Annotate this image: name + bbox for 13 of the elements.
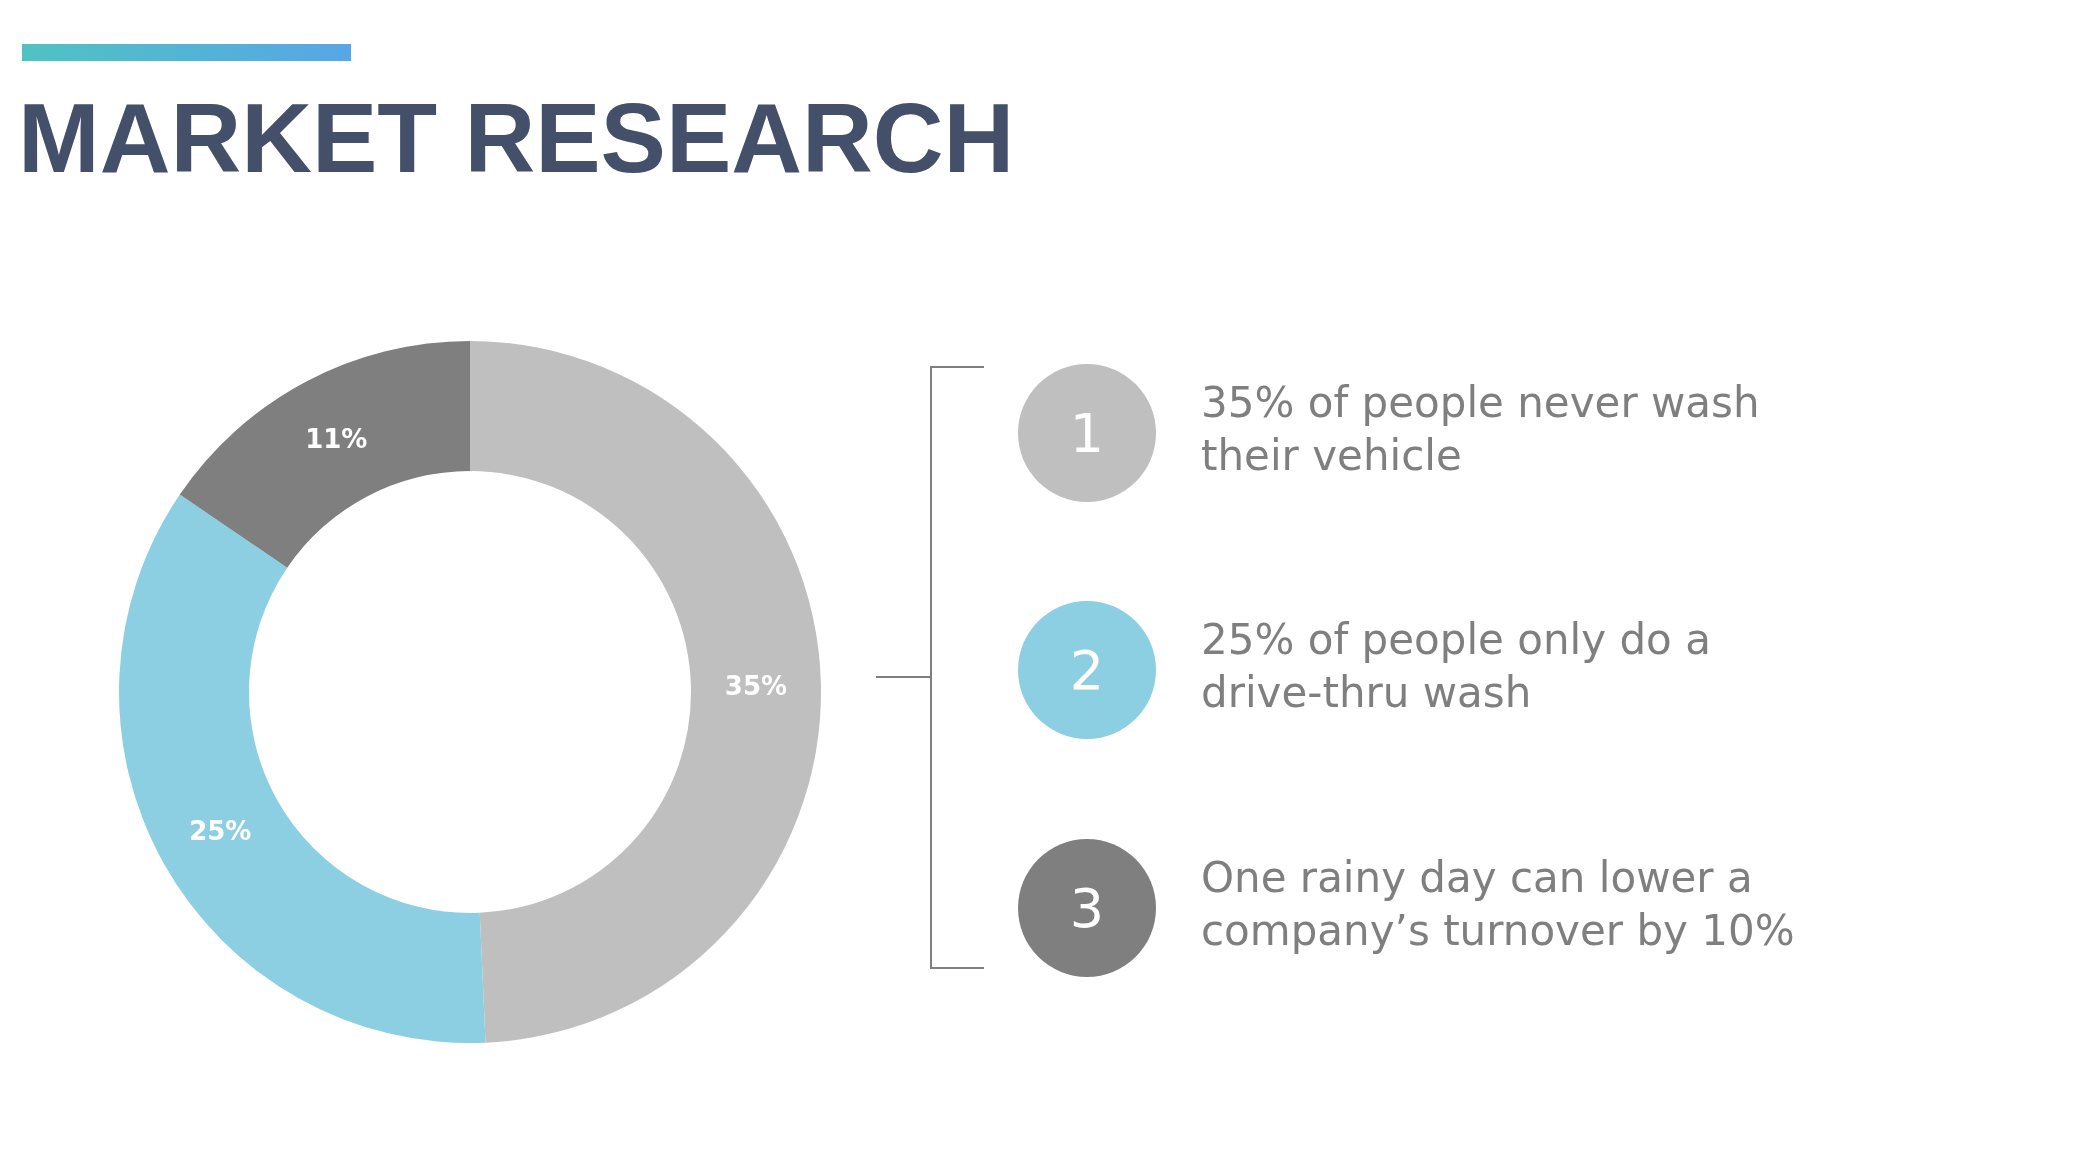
data-label: 35%	[724, 670, 788, 701]
text: 35% of people never wash their vehicle	[1201, 378, 1760, 480]
text: One rainy day can lower a company’s turnover by 10%	[1201, 853, 1795, 955]
text: 25% of people only do a drive-thru wash	[1201, 615, 1711, 717]
number-badge: 1	[1018, 364, 1156, 502]
donut-slice	[470, 341, 821, 1043]
chart-title: MARKET RESEARCH	[18, 83, 1015, 193]
data-label: 11%	[305, 424, 368, 455]
donut-slice	[119, 494, 486, 1043]
data-label: 25%	[189, 816, 252, 847]
donut-slice	[179, 341, 470, 568]
number-badge: 2	[1018, 601, 1156, 739]
number-badge: 3	[1018, 839, 1156, 977]
